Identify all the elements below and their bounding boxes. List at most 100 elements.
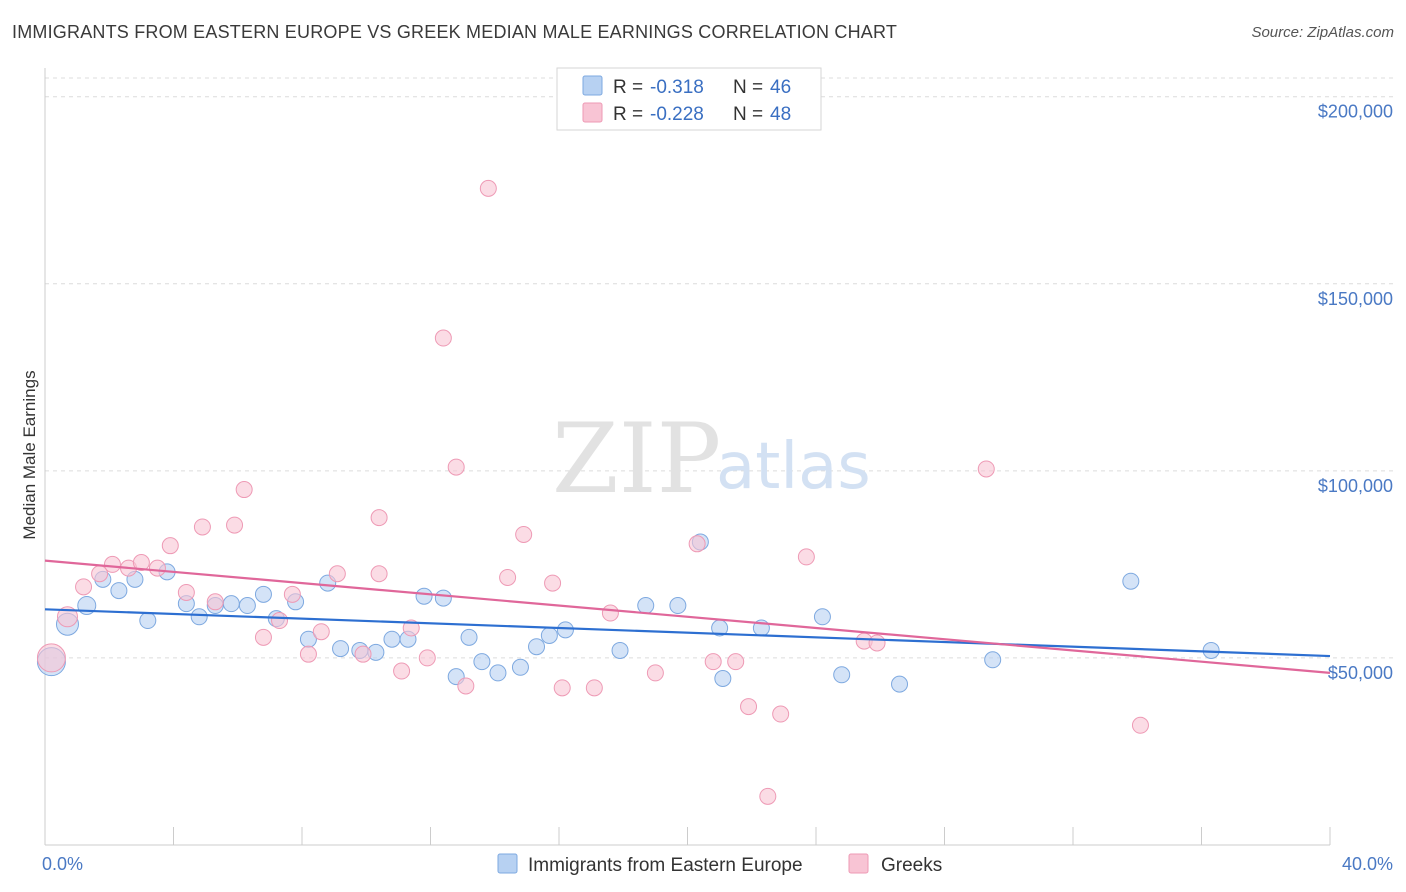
pink-data-point	[499, 568, 517, 586]
series-legend: Immigrants from Eastern Europe Greeks	[497, 853, 942, 876]
pink-data-point	[479, 179, 497, 197]
series-legend-label-pink: Greeks	[881, 855, 942, 876]
pink-data-point	[254, 628, 272, 646]
blue-data-point	[222, 595, 240, 613]
legend-n-value-1: 46	[770, 77, 791, 98]
pink-data-point	[727, 653, 745, 671]
pink-data-point	[688, 535, 706, 553]
blue-data-point	[669, 597, 687, 615]
pink-data-point	[515, 525, 533, 543]
pink-data-point	[56, 606, 78, 628]
trend-lines	[44, 559, 1331, 674]
blue-data-point	[473, 653, 491, 671]
pink-data-point	[544, 574, 562, 592]
blue-data-point	[891, 675, 909, 693]
watermark-atlas: atlas	[716, 430, 871, 504]
legend-r-label-2: R =	[613, 104, 643, 125]
blue-data-point	[813, 608, 831, 626]
blue-data-point	[139, 612, 157, 630]
blue-data-point	[833, 666, 851, 684]
axes	[44, 68, 1331, 846]
pink-data-point	[646, 664, 664, 682]
pink-data-point	[772, 705, 790, 723]
blue-data-point	[611, 641, 629, 659]
legend-n-value-2: 48	[770, 104, 791, 125]
pink-data-point	[370, 509, 388, 527]
blue-data-point	[254, 585, 272, 603]
pink-data-point	[370, 565, 388, 583]
y-tick-label: $50,000	[1328, 663, 1393, 683]
pink-data-point	[759, 787, 777, 805]
pink-data-point	[299, 645, 317, 663]
correlation-legend: R = -0.318 N = 46 R = -0.228 N = 48	[556, 67, 822, 131]
blue-data-point	[434, 589, 452, 607]
pink-data-point	[36, 643, 66, 673]
pink-data-point	[868, 634, 886, 652]
blue-data-point	[714, 670, 732, 688]
pink-data-point	[283, 585, 301, 603]
pink-data-point	[177, 583, 195, 601]
pink-data-point	[226, 516, 244, 534]
watermark: ZIP atlas	[552, 403, 871, 515]
y-axis-label: Median Male Earnings	[20, 370, 39, 539]
blue-data-point	[1122, 572, 1140, 590]
pink-data-point	[447, 458, 465, 476]
pink-data-point	[235, 481, 253, 499]
legend-n-label-2: N =	[733, 104, 763, 125]
series-legend-swatch-pink	[848, 853, 869, 874]
pink-data-point	[1131, 716, 1149, 734]
blue-trend-line	[44, 608, 1331, 658]
x-tick-labels: 0.0% 40.0%	[42, 854, 1393, 874]
legend-swatch-blue	[582, 75, 603, 96]
y-tick-label: $200,000	[1318, 102, 1393, 122]
pink-data-point	[402, 619, 420, 637]
pink-data-point	[328, 565, 346, 583]
pink-data-point	[312, 623, 330, 641]
pink-data-point	[553, 679, 571, 697]
legend-n-label-1: N =	[733, 77, 763, 98]
pink-data-point	[161, 537, 179, 555]
blue-data-point	[984, 651, 1002, 669]
blue-data-point	[489, 664, 507, 682]
blue-data-point	[540, 626, 558, 644]
y-tick-label: $100,000	[1318, 476, 1393, 496]
legend-r-value-1: -0.318	[650, 77, 704, 98]
legend-swatch-pink	[582, 102, 603, 123]
pink-data-point	[740, 698, 758, 716]
pink-data-point	[977, 460, 995, 478]
x-tick-label: 0.0%	[42, 854, 83, 874]
legend-r-value-2: -0.228	[650, 104, 704, 125]
series-legend-label-blue: Immigrants from Eastern Europe	[528, 855, 803, 876]
watermark-zip: ZIP	[552, 403, 721, 515]
blue-data-point	[332, 640, 350, 658]
blue-data-point	[460, 628, 478, 646]
blue-data-point	[110, 582, 128, 600]
pink-data-point	[103, 555, 121, 573]
y-tick-label: $150,000	[1318, 289, 1393, 309]
pink-data-point	[132, 554, 150, 572]
blue-data-point	[415, 587, 433, 605]
blue-data-point	[511, 658, 529, 676]
pink-data-point	[193, 518, 211, 536]
data-points	[36, 179, 1220, 805]
pink-data-point	[418, 649, 436, 667]
legend-r-label-1: R =	[613, 77, 643, 98]
pink-data-point	[601, 604, 619, 622]
blue-data-point	[383, 630, 401, 648]
blue-data-point	[637, 597, 655, 615]
pink-data-point	[393, 662, 411, 680]
pink-data-point	[354, 645, 372, 663]
pink-data-point	[271, 612, 289, 630]
blue-data-point	[528, 638, 546, 656]
pink-data-point	[797, 548, 815, 566]
pink-data-point	[585, 679, 603, 697]
y-tick-labels: $50,000 $100,000 $150,000 $200,000	[1318, 102, 1393, 683]
grid-lines	[45, 77, 1395, 659]
blue-data-point	[238, 597, 256, 615]
blue-data-point	[190, 608, 208, 626]
x-tick-label: 40.0%	[1342, 854, 1393, 874]
blue-data-point	[556, 621, 574, 639]
pink-data-point	[75, 578, 93, 596]
pink-data-point	[206, 593, 224, 611]
